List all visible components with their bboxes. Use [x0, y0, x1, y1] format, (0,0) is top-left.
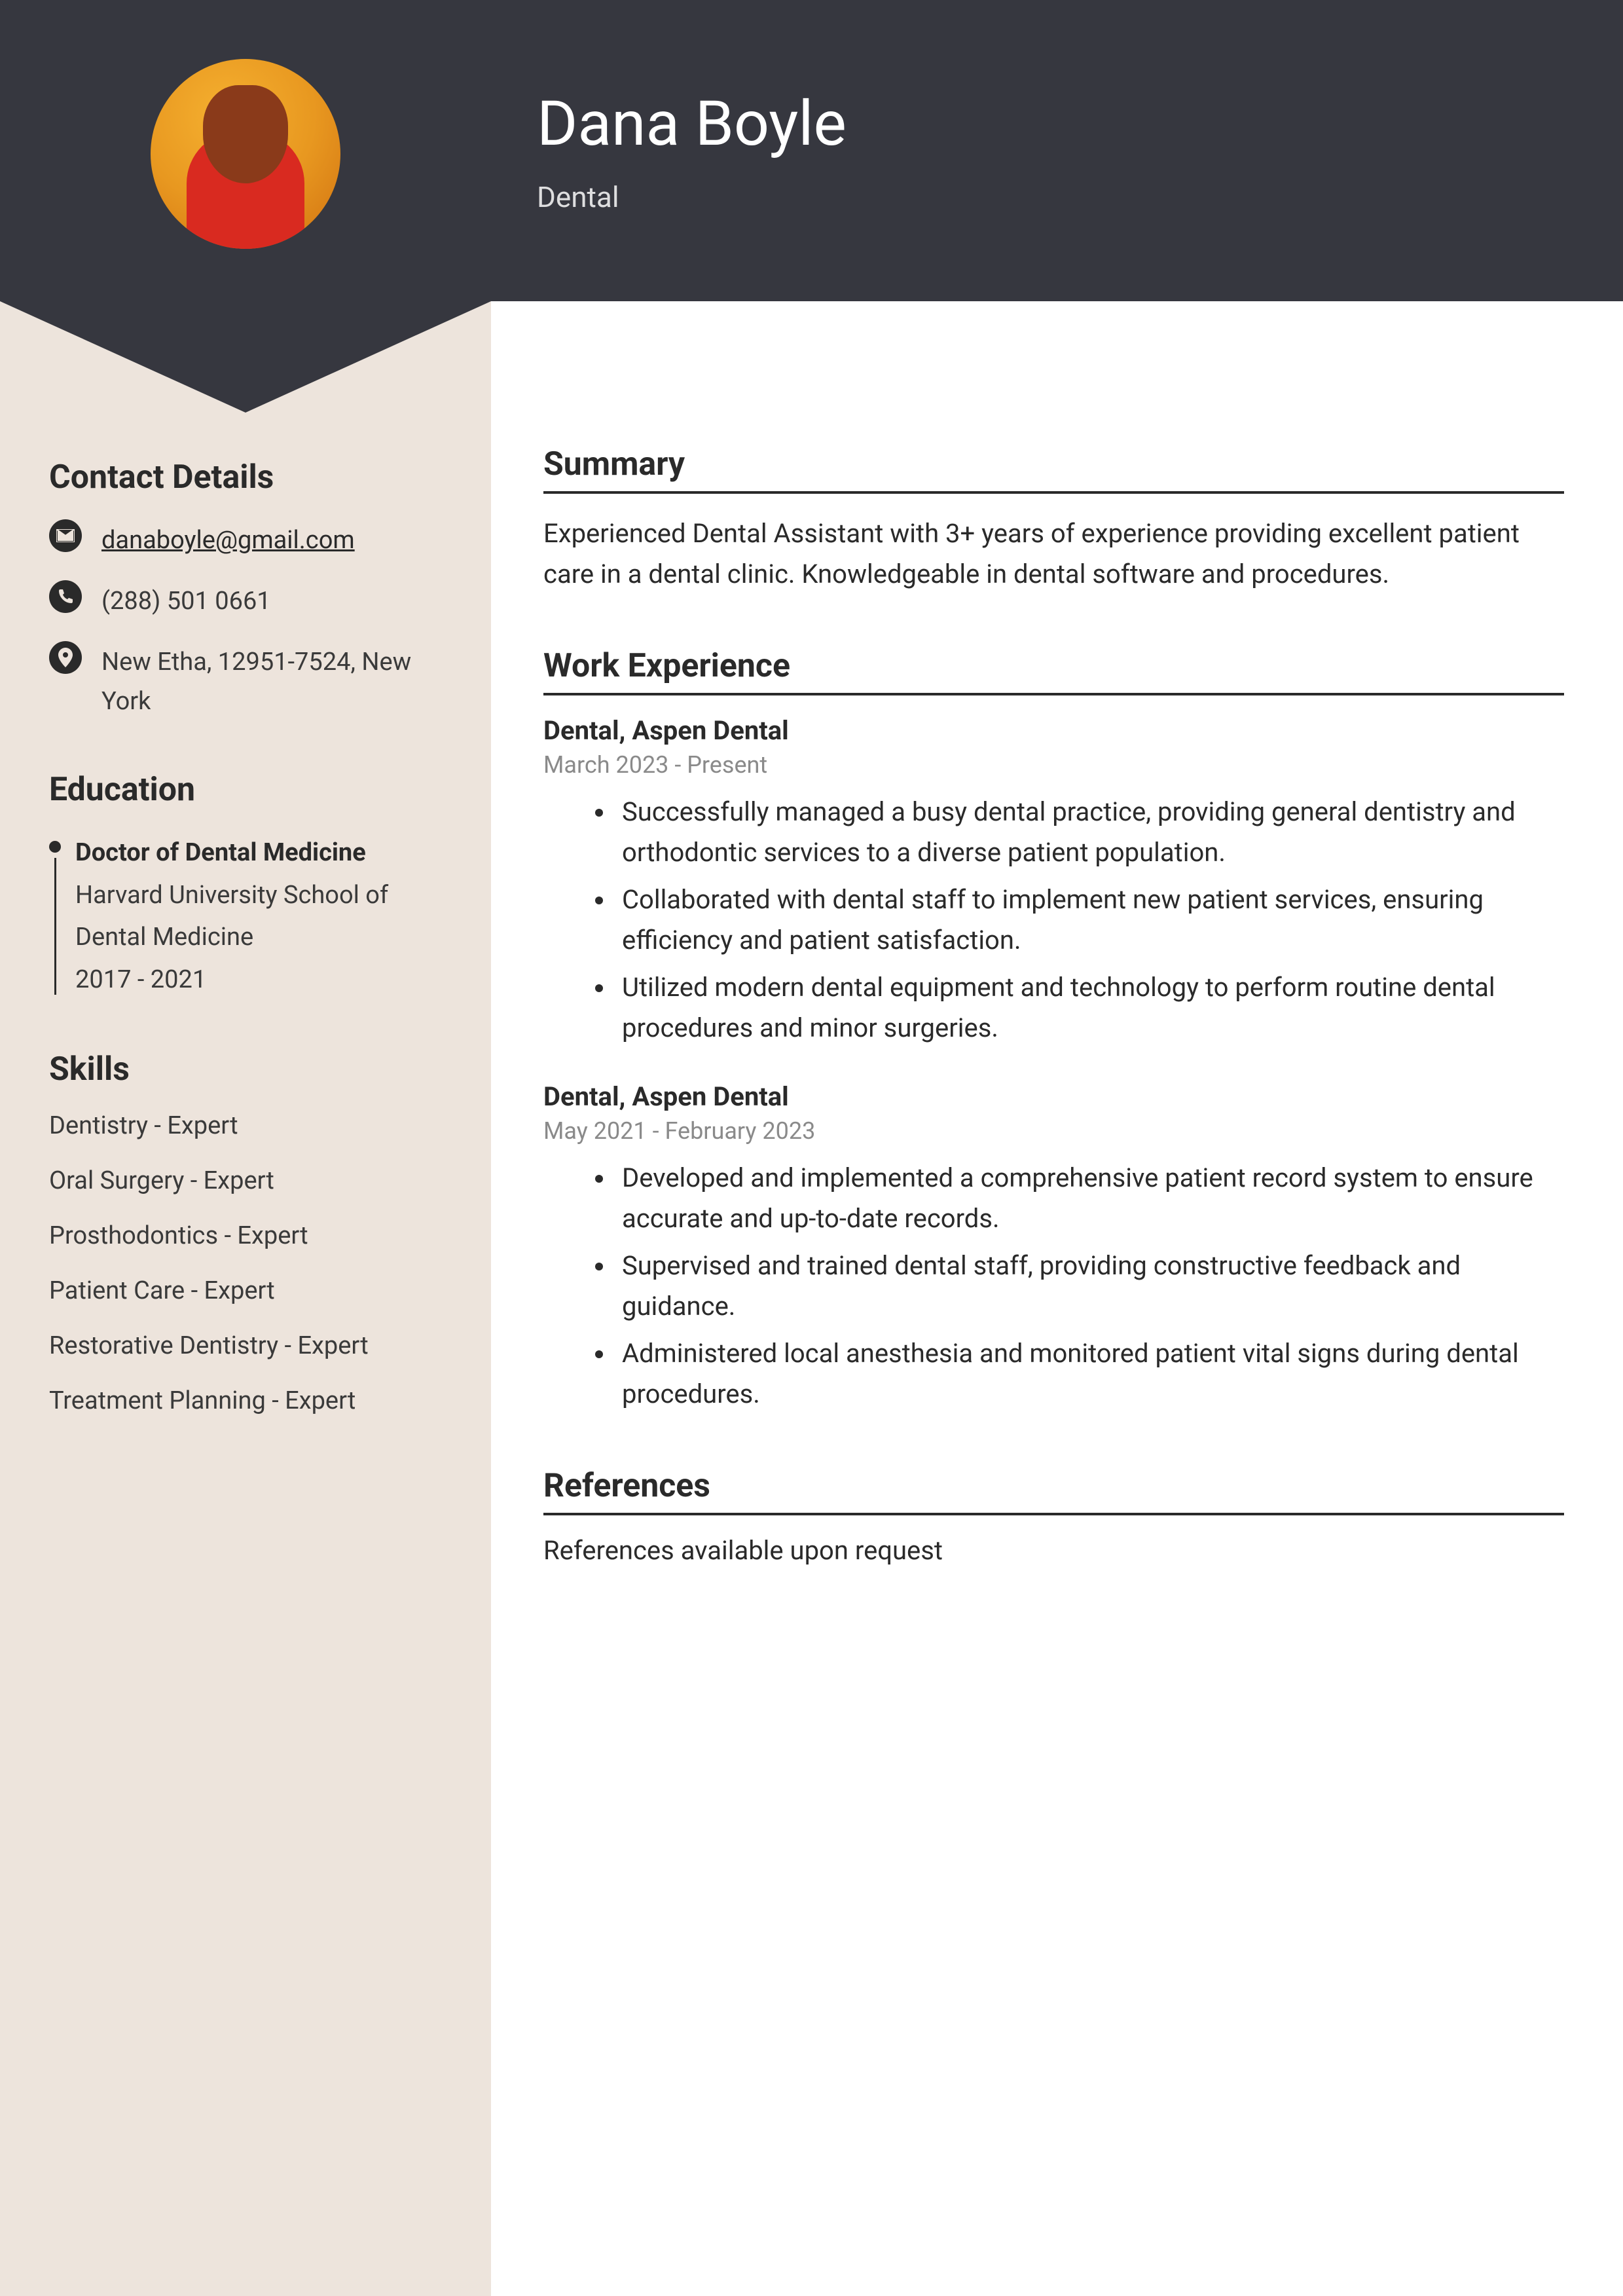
job-dates: March 2023 - Present — [543, 751, 1564, 779]
location-icon — [49, 641, 82, 674]
phone-text: (288) 501 0661 — [101, 580, 271, 621]
education-years: 2017 - 2021 — [75, 959, 442, 1001]
job-bullets: Successfully managed a busy dental pract… — [543, 792, 1564, 1048]
skill-item: Treatment Planning - Expert — [49, 1386, 442, 1415]
experience-section: Work Experience Dental, Aspen Dental Marc… — [543, 647, 1564, 1415]
job-bullet: Utilized modern dental equipment and tec… — [615, 967, 1564, 1048]
job-title: Dental, Aspen Dental — [543, 1081, 1564, 1112]
email-link[interactable]: danaboyle@gmail.com — [101, 526, 355, 555]
job-entry: Dental, Aspen Dental March 2023 - Present… — [543, 715, 1564, 1048]
education-section: Education Doctor of Dental Medicine Harv… — [49, 771, 442, 1001]
chevron-decoration — [0, 301, 491, 413]
skills-list: Dentistry - Expert Oral Surgery - Expert P… — [49, 1111, 442, 1415]
education-school: Harvard University School of Dental Medi… — [75, 874, 442, 959]
contact-address-row: New Etha, 12951-7524, New York — [49, 641, 442, 722]
summary-heading: Summary — [543, 445, 1564, 494]
references-text: References available upon request — [543, 1535, 1564, 1566]
phone-icon — [49, 580, 82, 613]
address-text: New Etha, 12951-7524, New York — [101, 641, 442, 722]
references-section: References References available upon req… — [543, 1467, 1564, 1566]
job-bullet: Successfully managed a busy dental pract… — [615, 792, 1564, 873]
contact-email-row: danaboyle@gmail.com — [49, 519, 442, 561]
job-entry: Dental, Aspen Dental May 2021 - February … — [543, 1081, 1564, 1415]
skills-section: Skills Dentistry - Expert Oral Surgery - … — [49, 1050, 442, 1415]
skill-item: Prosthodontics - Expert — [49, 1221, 442, 1250]
experience-heading: Work Experience — [543, 647, 1564, 695]
references-heading: References — [543, 1467, 1564, 1515]
job-title: Dental, Aspen Dental — [543, 715, 1564, 746]
contact-phone-row: (288) 501 0661 — [49, 580, 442, 621]
contact-section: Contact Details danaboyle@gmail.com (288… — [49, 458, 442, 722]
education-item: Doctor of Dental Medicine Harvard Univer… — [49, 832, 442, 1001]
education-degree: Doctor of Dental Medicine — [75, 832, 442, 874]
job-bullet: Administered local anesthesia and monito… — [615, 1333, 1564, 1415]
contact-heading: Contact Details — [49, 458, 442, 496]
person-title: Dental — [537, 180, 847, 214]
job-bullet: Supervised and trained dental staff, pro… — [615, 1246, 1564, 1327]
skill-item: Patient Care - Expert — [49, 1276, 442, 1305]
education-heading: Education — [49, 771, 442, 809]
person-name: Dana Boyle — [537, 88, 847, 160]
header-banner: Dana Boyle Dental — [0, 0, 1623, 301]
job-bullets: Developed and implemented a comprehensiv… — [543, 1158, 1564, 1415]
summary-text: Experienced Dental Assistant with 3+ yea… — [543, 513, 1564, 595]
job-bullet: Collaborated with dental staff to implem… — [615, 880, 1564, 961]
skill-item: Dentistry - Expert — [49, 1111, 442, 1140]
main-content: Summary Experienced Dental Assistant wit… — [491, 301, 1623, 1618]
summary-section: Summary Experienced Dental Assistant wit… — [543, 445, 1564, 595]
job-dates: May 2021 - February 2023 — [543, 1117, 1564, 1145]
skills-heading: Skills — [49, 1050, 442, 1088]
header-text: Dana Boyle Dental — [537, 88, 847, 214]
avatar — [151, 59, 340, 249]
sidebar: Contact Details danaboyle@gmail.com (288… — [0, 301, 491, 2296]
jobs-list: Dental, Aspen Dental March 2023 - Present… — [543, 715, 1564, 1415]
email-icon — [49, 519, 82, 552]
skill-item: Restorative Dentistry - Expert — [49, 1331, 442, 1360]
job-bullet: Developed and implemented a comprehensiv… — [615, 1158, 1564, 1239]
skill-item: Oral Surgery - Expert — [49, 1166, 442, 1195]
